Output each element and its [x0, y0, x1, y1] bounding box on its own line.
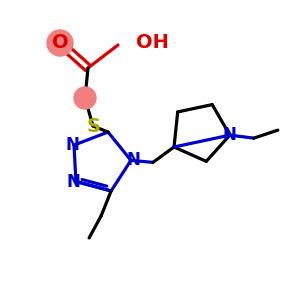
Text: OH: OH: [136, 32, 169, 52]
Circle shape: [47, 30, 73, 56]
Text: O: O: [52, 34, 68, 52]
Text: N: N: [67, 172, 81, 190]
Text: N: N: [65, 136, 79, 154]
Text: N: N: [126, 152, 140, 169]
Text: N: N: [223, 126, 237, 144]
Circle shape: [74, 87, 96, 109]
Text: S: S: [87, 116, 101, 136]
